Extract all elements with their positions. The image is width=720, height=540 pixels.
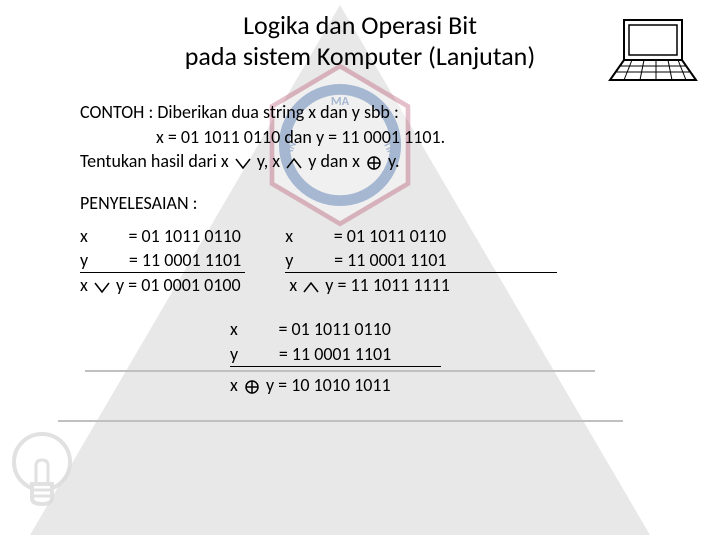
xor-op-icon [244, 380, 260, 394]
problem-intro: CONTOH : Diberikan dua string x dan y sb… [80, 100, 640, 124]
triangle-divider [58, 420, 623, 422]
slide-title: Logika dan Operasi Bit pada sistem Kompu… [80, 10, 640, 72]
title-line1: Logika dan Operasi Bit [243, 9, 477, 41]
problem-block: CONTOH : Diberikan dua string x dan y sb… [80, 100, 640, 173]
solution-block: PENYELESAIAN : x = 01 1011 0110 y = 11 0… [80, 191, 640, 397]
xor-calc: x = 01 1011 0110 y = 11 0001 1101 x y = … [80, 317, 640, 397]
or-op-icon [286, 158, 302, 170]
or-op-icon [303, 282, 319, 294]
problem-ask: Tentukan hasil dari x y, x y dan x y. [80, 149, 640, 173]
and-op-icon [94, 282, 110, 294]
or-calc: x = 01 1011 0110 y = 11 0001 1101 x y = … [285, 224, 556, 298]
solution-label: PENYELESAIAN : [80, 191, 640, 215]
and-op-icon [235, 158, 251, 170]
lightbulb-icon [6, 424, 78, 524]
title-line2: pada sistem Komputer (Lanjutan) [185, 40, 535, 72]
problem-given: x = 01 1011 0110 dan y = 11 0001 1101. [80, 125, 640, 149]
xor-op-icon [366, 156, 382, 170]
and-calc: x = 01 1011 0110 y = 11 0001 1101 x y = … [80, 224, 245, 298]
